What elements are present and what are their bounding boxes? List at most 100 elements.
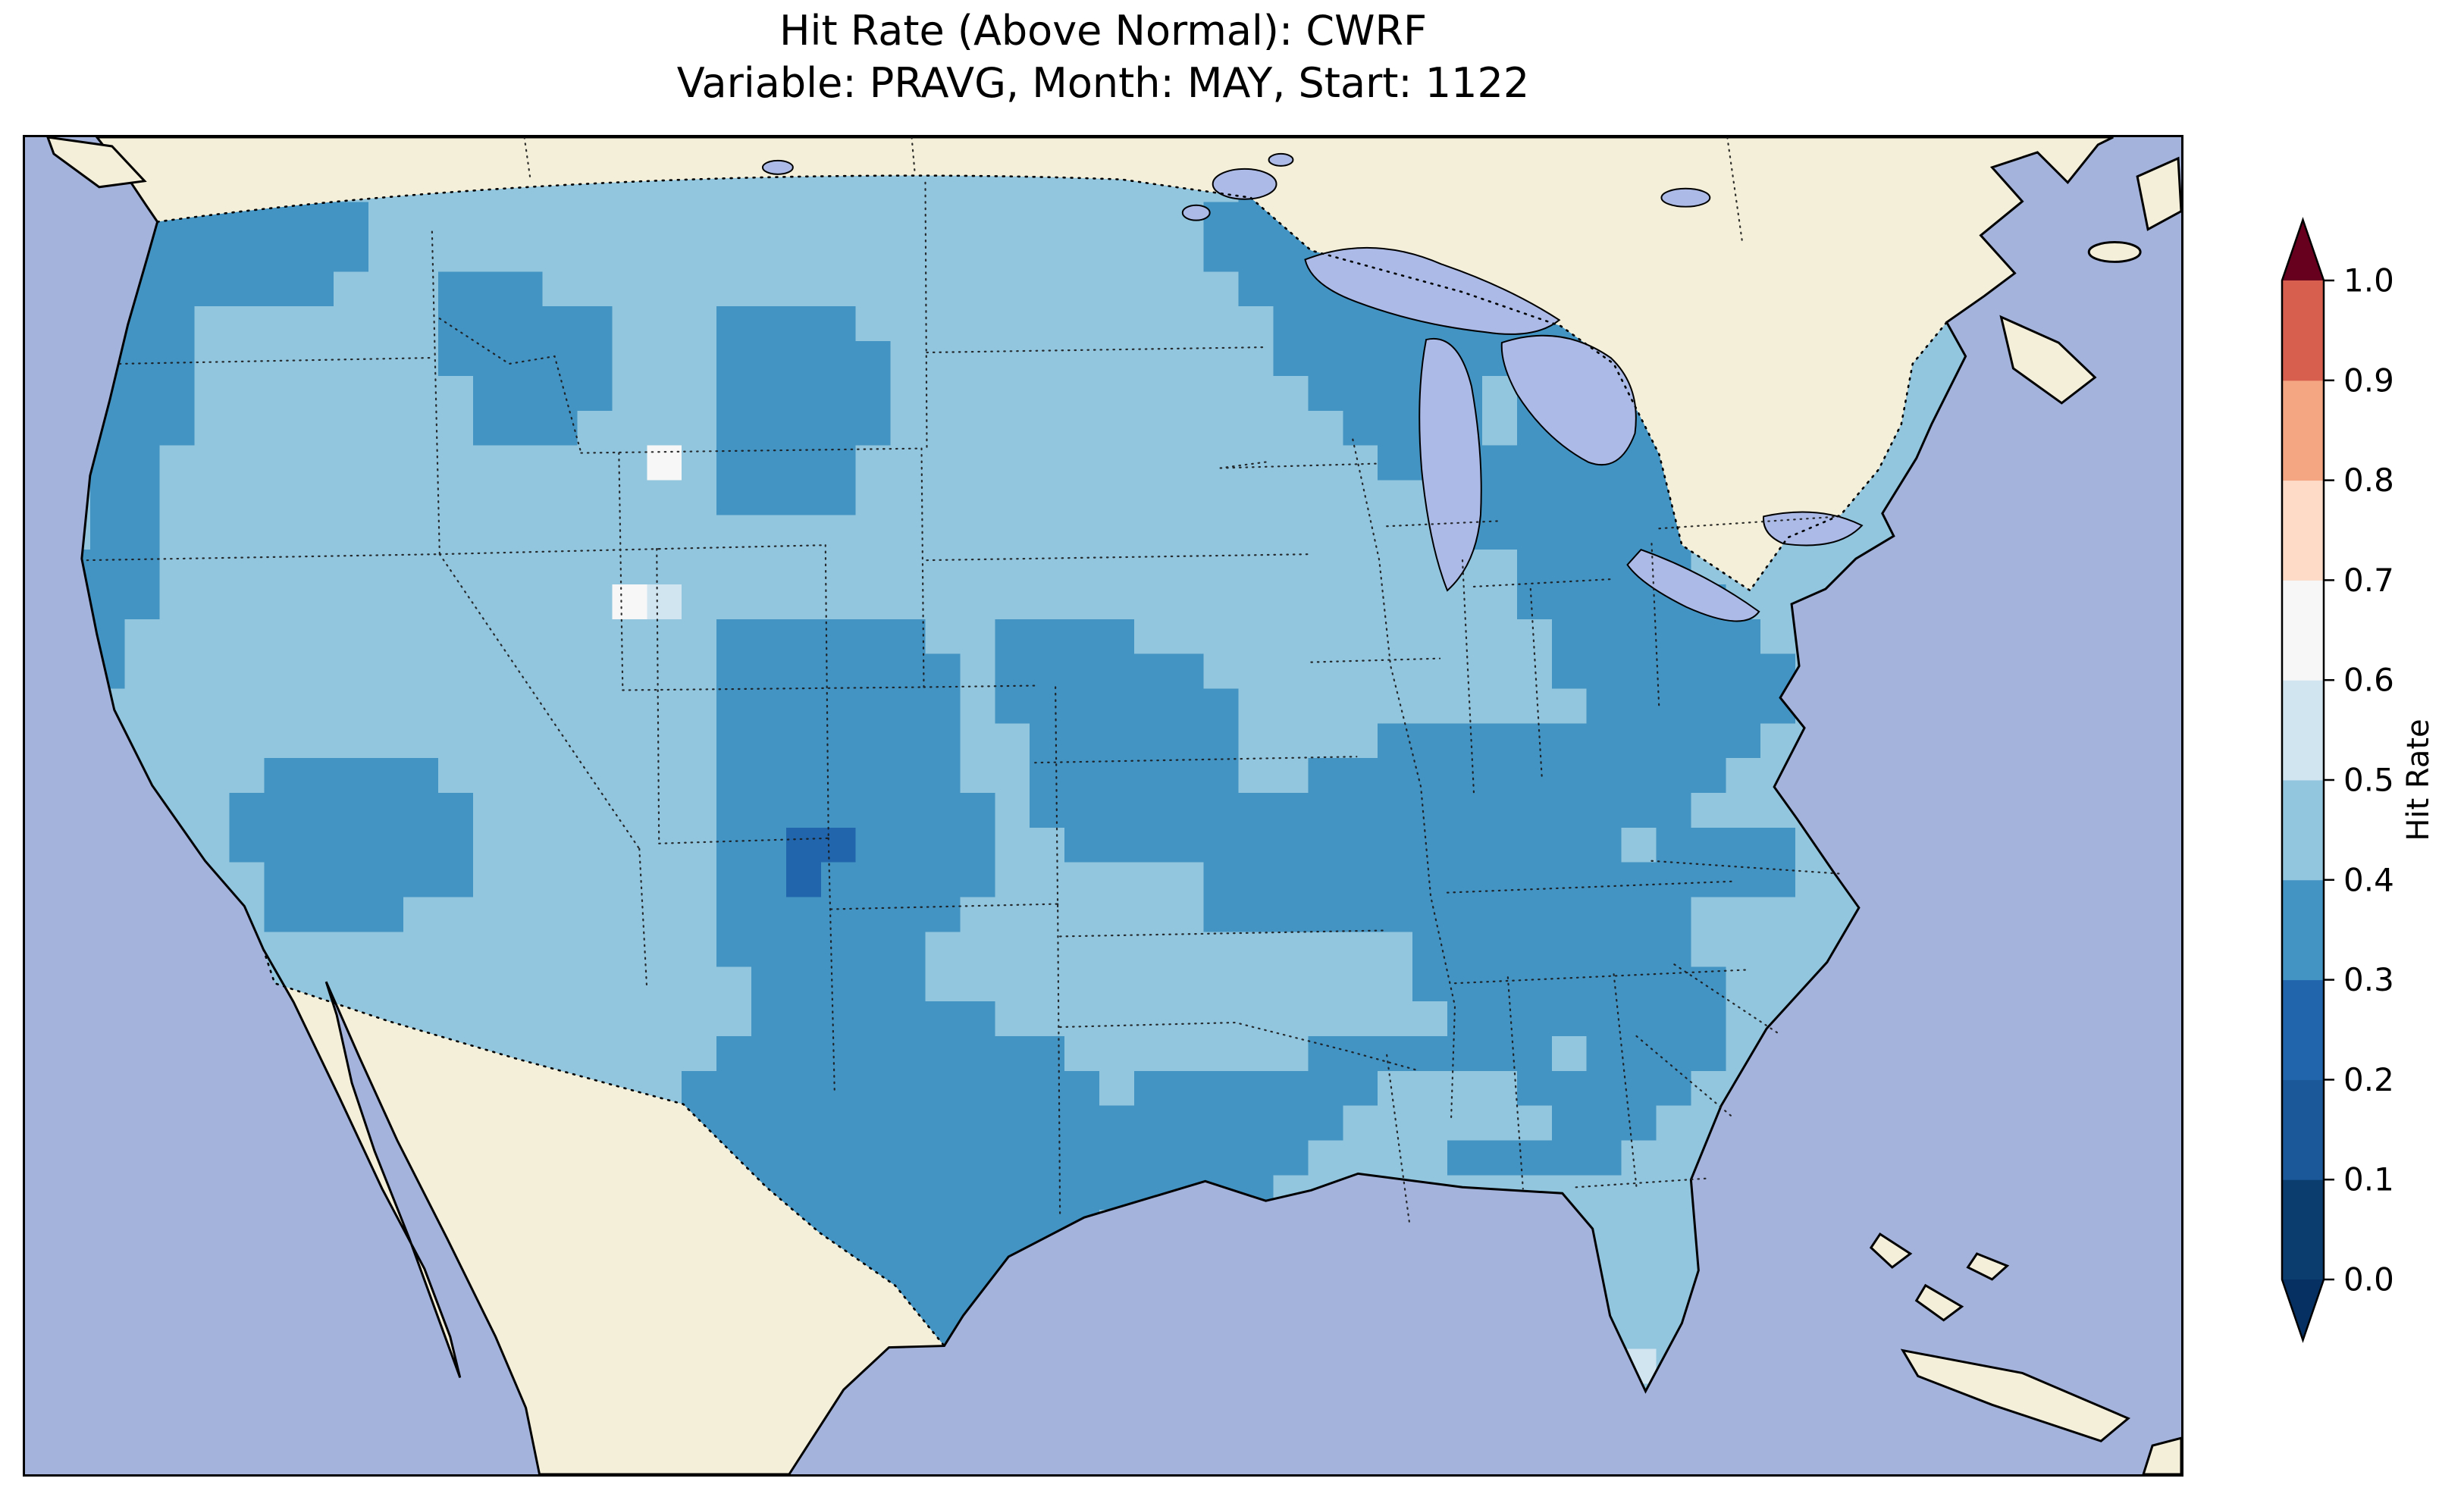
grid-cell: [1238, 271, 1274, 307]
grid-cell: [785, 480, 821, 515]
grid-cell: [785, 653, 821, 689]
grid-cell: [820, 445, 856, 481]
grid-cell: [437, 862, 473, 897]
grid-cell: [751, 1140, 786, 1176]
colorbar-segment: [2282, 780, 2324, 881]
grid-cell: [299, 271, 334, 307]
grid-cell: [1308, 758, 1343, 794]
colorbar-segment: [2282, 680, 2324, 781]
grid-cell: [1168, 723, 1204, 759]
grid-cell: [820, 793, 856, 828]
grid-cell: [751, 1001, 786, 1036]
grid-cell: [1238, 1105, 1274, 1141]
grid-cell: [1238, 1140, 1274, 1176]
colorbar-tick-label: 1.0: [2343, 262, 2394, 299]
grid-cell: [1621, 793, 1657, 828]
grid-cell: [437, 341, 473, 376]
colorbar-tick-label: 0.1: [2343, 1161, 2394, 1198]
grid-cell: [1273, 793, 1309, 828]
grid-cell: [1516, 793, 1552, 828]
grid-cell: [1516, 1035, 1552, 1071]
grid-cell: [751, 1070, 786, 1106]
grid-cell: [403, 758, 438, 794]
grid-cell: [159, 271, 195, 307]
grid-cell: [716, 862, 751, 897]
grid-cell: [1238, 236, 1274, 272]
grid-cell: [299, 827, 334, 863]
grid-cell: [855, 1035, 891, 1071]
grid-cell: [507, 306, 543, 342]
grid-cell: [1691, 1001, 1726, 1036]
grid-cell: [1378, 341, 1413, 376]
lakes-group: [761, 152, 1864, 622]
grid-cell: [890, 1175, 926, 1211]
grid-cell: [1308, 1035, 1343, 1071]
grid-cell: [1412, 793, 1448, 828]
grid-cell: [1308, 793, 1343, 828]
grid-cell: [855, 619, 891, 654]
grid-cell: [1030, 1140, 1065, 1176]
grid-cell: [855, 1210, 891, 1245]
grid-cell: [960, 1140, 995, 1176]
grid-cell: [890, 827, 926, 863]
grid-cell: [716, 1105, 751, 1141]
grid-cell: [1064, 619, 1100, 654]
grid-cell: [1551, 932, 1587, 967]
colorbar-tick-label: 0.7: [2343, 562, 2394, 599]
grid-cell: [1586, 1070, 1622, 1106]
grid-cell: [1203, 1140, 1239, 1176]
grid-cell: [751, 827, 786, 863]
grid-cell: [1551, 480, 1587, 515]
grid-cell: [785, 1001, 821, 1036]
grid-cell: [1203, 723, 1239, 759]
grid-cell: [890, 966, 926, 1002]
lake-michigan: [1419, 337, 1482, 592]
grid-cell: [1168, 793, 1204, 828]
grid-cell: [334, 758, 369, 794]
grid-cell: [1447, 1140, 1482, 1176]
grid-cell: [1516, 723, 1552, 759]
grid-cell: [751, 306, 786, 342]
grid-cell: [1621, 619, 1657, 654]
grid-cell: [785, 1070, 821, 1106]
grid-cell: [1726, 723, 1761, 759]
grid-cell: [925, 653, 961, 689]
grid-cell: [716, 375, 751, 411]
grid-cell: [890, 1140, 926, 1176]
grid-cell: [890, 653, 926, 689]
grid-cell: [1656, 862, 1691, 897]
colorbar-over-arrow: [2282, 220, 2324, 280]
grid-cell: [995, 1070, 1030, 1106]
grid-cell: [855, 966, 891, 1002]
grid-cell: [542, 410, 578, 446]
grid-cell: [124, 584, 160, 619]
chart-subtitle: Variable: PRAVG, Month: MAY, Start: 1122: [676, 59, 1530, 108]
grid-cell: [1691, 758, 1726, 794]
grid-cell: [785, 897, 821, 932]
grid-cell: [1691, 723, 1726, 759]
grid-cell: [995, 1140, 1030, 1176]
grid-cell: [1203, 793, 1239, 828]
grid-cell: [1516, 758, 1552, 794]
grid-cell: [1343, 827, 1378, 863]
grid-cell: [159, 236, 195, 272]
grid-cell: [925, 723, 961, 759]
grid-cell: [995, 688, 1030, 724]
grid-cell: [1064, 1105, 1100, 1141]
grid-cell: [1621, 445, 1657, 481]
grid-cell: [229, 271, 265, 307]
grid-cell: [1203, 897, 1239, 932]
grid-cell: [716, 932, 751, 967]
grid-cell: [820, 827, 856, 863]
grid-cell: [1551, 897, 1587, 932]
grid-cell: [751, 932, 786, 967]
grid-cell: [1621, 758, 1657, 794]
grid-cell: [820, 1035, 856, 1071]
grid-cell: [995, 619, 1030, 654]
grid-cell: [785, 1140, 821, 1176]
grid-cell: [890, 932, 926, 967]
islands-group: [46, 137, 2181, 1474]
grid-cell: [1621, 723, 1657, 759]
grid-cell: [785, 1175, 821, 1211]
grid-cell: [1308, 862, 1343, 897]
